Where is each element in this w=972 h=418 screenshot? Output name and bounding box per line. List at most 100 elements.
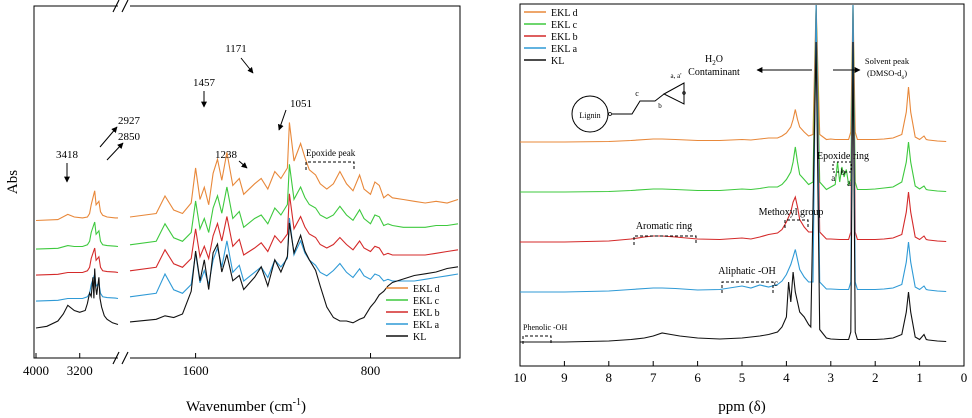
epoxide-b-label: b: [841, 167, 846, 177]
ftir-x-label-main: Wavenumber (cm: [186, 399, 293, 415]
dmso-label-main: (DMSO-d: [867, 68, 902, 78]
ftir-series-line-ekl-b: [129, 193, 459, 272]
ftir-annotation-arrow: [240, 57, 254, 74]
ftir-legend-label: EKL c: [413, 296, 440, 307]
ftir-series-line-kl: [35, 268, 119, 329]
ftir-annotation-label: 3418: [56, 149, 79, 161]
ftir-series-line-ekl-a: [129, 217, 459, 298]
ftir-legend-label: KL: [413, 332, 426, 343]
ftir-legend-label: EKL d: [413, 284, 440, 295]
axis-break-gap: [118, 1, 130, 11]
ftir-x-tick-label: 4000: [23, 363, 49, 378]
aliphatic-c-label: c: [774, 278, 778, 288]
nmr-legend-label: EKL a: [551, 44, 578, 55]
methoxyl-bracket: [784, 219, 809, 228]
nmr-x-tick-label: 8: [606, 370, 613, 385]
ftir-series-line-kl: [129, 222, 459, 324]
aa-position-label: a, a': [671, 72, 682, 80]
ftir-annotation-label: 1171: [225, 43, 247, 55]
epoxide-ring-box: [832, 161, 852, 173]
b-position-label: b: [658, 102, 662, 110]
aromatic-bracket: [633, 235, 697, 245]
ftir-annotation-label: 1051: [290, 98, 312, 110]
nmr-series-line-ekl-d: [520, 4, 947, 143]
ftir-legend-label: EKL a: [413, 320, 440, 331]
ftir-annotation-arrow: [99, 126, 118, 148]
aliphatic-oh-label: Aliphatic -OH: [718, 266, 776, 277]
epoxide-peak-label: Epoxide peak: [306, 148, 356, 158]
dmso-label-end: ): [904, 68, 907, 78]
ftir-annotation-arrow: [277, 109, 287, 131]
axis-break-mark: [121, 0, 129, 13]
ftir-panel: 4000 3200 1600 800 Wavenumber (cm-1) Abs EKL d…: [5, 0, 461, 415]
ftir-annotation-label: 1457: [193, 77, 216, 89]
water-label-main: H: [705, 54, 712, 65]
ftir-y-axis-label: Abs: [5, 170, 21, 194]
ftir-series-line-ekl-b: [35, 247, 119, 276]
water-label-end: O: [716, 54, 723, 65]
nmr-series-line-ekl-b: [520, 4, 947, 243]
lignin-ring: [571, 95, 609, 133]
ftir-plot-frame: [33, 5, 461, 359]
axis-break-mark: [112, 351, 120, 365]
lignin-attach-point: [608, 112, 612, 116]
ftir-x-axis-label: Wavenumber (cm-1): [186, 397, 306, 415]
nmr-x-tick-label: 1: [916, 370, 923, 385]
nmr-series-line-ekl-c: [520, 4, 947, 193]
axis-break-mark: [121, 351, 129, 365]
contaminant-label: Contaminant: [688, 67, 740, 78]
ftir-annotation-label: 1238: [215, 149, 238, 161]
methoxyl-group-label: Methoxyl group: [759, 207, 824, 218]
nmr-legend-label: EKL b: [551, 32, 578, 43]
ftir-annotation-label: 2927: [118, 115, 141, 127]
lignin-label: Lignin: [579, 111, 600, 120]
nmr-x-tick-label: 9: [561, 370, 568, 385]
ftir-annotation-arrow: [106, 142, 124, 161]
epoxide-ring-label: Epoxide ring: [817, 151, 869, 162]
aromatic-ring-label: Aromatic ring: [636, 221, 692, 232]
nmr-legend-label: EKL d: [551, 8, 578, 19]
water-label: H2O: [705, 54, 723, 67]
nmr-x-tick-label: 10: [514, 370, 527, 385]
ftir-annotation-label: 2850: [118, 131, 141, 143]
water-label-sub: 2: [712, 59, 716, 67]
ftir-series-line-ekl-d: [35, 190, 118, 222]
nmr-x-tick-label: 4: [783, 370, 790, 385]
ftir-series-line-ekl-a: [35, 273, 119, 302]
nmr-legend-label: KL: [551, 56, 564, 67]
ftir-x-tick-label: 800: [361, 363, 381, 378]
solvent-peak-label: Solvent peak: [865, 56, 910, 66]
ftir-series-line-ekl-c: [35, 221, 119, 250]
epoxide-a-prime-label: a': [831, 173, 837, 183]
epoxide-a-label: a: [847, 178, 851, 188]
ftir-x-tick-label: 3200: [67, 363, 93, 378]
dmso-label-sub: 6: [901, 75, 904, 81]
epoxide-triangle: [662, 82, 685, 105]
ftir-x-label-sup: -1: [293, 397, 301, 408]
c-position-label: c: [635, 89, 639, 98]
nmr-x-tick-label: 3: [828, 370, 835, 385]
ftir-x-tick-label: 1600: [183, 363, 209, 378]
nmr-x-tick-label: 0: [961, 370, 968, 385]
nmr-series-line-ekl-a: [520, 4, 947, 293]
ftir-series-line-ekl-c: [129, 164, 459, 246]
ftir-legend-label: EKL b: [413, 308, 440, 319]
phenolic-bracket: [522, 335, 552, 344]
axis-break-gap: [118, 353, 130, 363]
nmr-x-axis-label: ppm (δ): [718, 399, 765, 415]
phenolic-oh-label: Phenolic -OH: [523, 323, 567, 332]
nmr-legend-label: EKL c: [551, 20, 578, 31]
axis-break-mark: [112, 0, 120, 13]
nmr-x-tick-label: 7: [650, 370, 657, 385]
nmr-x-tick-label: 6: [694, 370, 701, 385]
aliphatic-bracket: [721, 281, 774, 293]
lignin-chain: [612, 93, 665, 115]
dmso-label: (DMSO-d6): [867, 68, 907, 81]
nmr-series-line-kl: [520, 41, 947, 343]
ftir-series-line-ekl-d: [129, 122, 459, 218]
nmr-x-tick-label: 5: [739, 370, 746, 385]
nmr-x-tick-label: 2: [872, 370, 879, 385]
